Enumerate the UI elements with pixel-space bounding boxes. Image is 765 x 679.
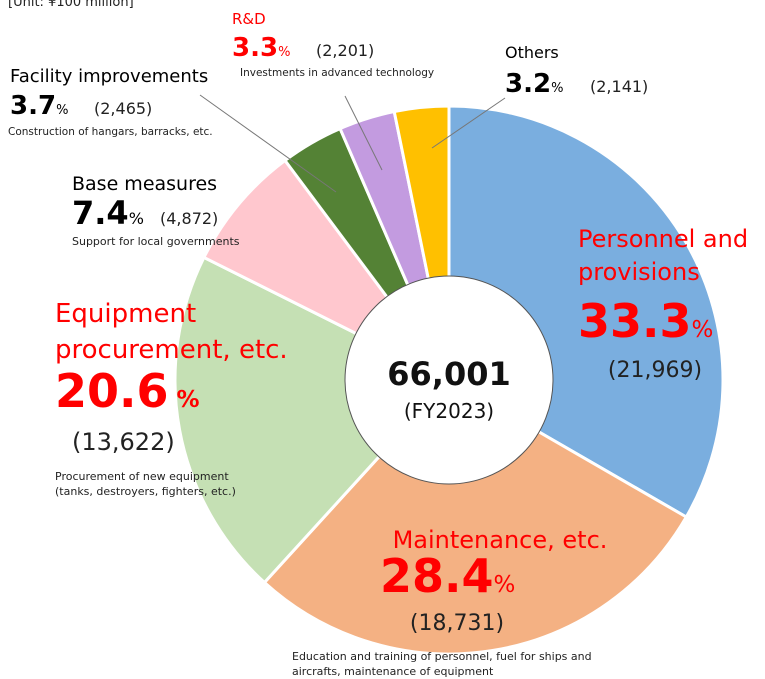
category-label: Personnel and provisions [578,225,756,286]
category-label: Others [505,43,559,62]
amount-label: (2,141) [590,77,648,96]
amount-label: (18,731) [410,611,504,636]
value-label: 33.3% [578,294,713,348]
description: aircrafts, maintenance of equipment [292,665,494,678]
leader-line [344,95,383,171]
leader-line [431,97,506,149]
center-value: 66,001 [387,355,510,393]
center-hole [344,275,554,485]
category-label: Maintenance, etc. [393,526,608,554]
amount-label: (13,622) [72,428,175,456]
leader-line [199,94,337,193]
category-label: Facility improvements [10,66,208,87]
description: (tanks, destroyers, fighters, etc.) [55,485,236,498]
amount-label: (2,465) [94,99,152,118]
category-label: R&D [232,10,266,28]
description: Procurement of new equipment [55,470,229,483]
description: Education and training of personnel, fue… [292,650,592,663]
slice [173,255,452,585]
value-label: 7.4% [72,194,144,232]
value-label: 3.3% [232,33,290,63]
amount-label: (2,201) [316,41,374,60]
value-label: 3.2% [505,69,563,99]
value-label: 28.4% [380,549,515,603]
category-label: Equipment procurement, etc. [55,299,288,365]
amount-label: (4,872) [160,209,218,228]
value-label: 3.7% [10,91,68,121]
description: Investments in advanced technology [240,67,434,79]
slice [262,378,689,656]
description: Construction of hangars, barracks, etc. [8,126,213,138]
amount-label: (21,969) [608,358,702,383]
center-label: (FY2023) [404,399,494,423]
description: Support for local governments [72,235,240,248]
unit-note: [Unit: ¥100 million] [8,0,134,10]
category-label: Base measures [72,173,217,195]
value-label: 20.6 % [55,364,200,418]
